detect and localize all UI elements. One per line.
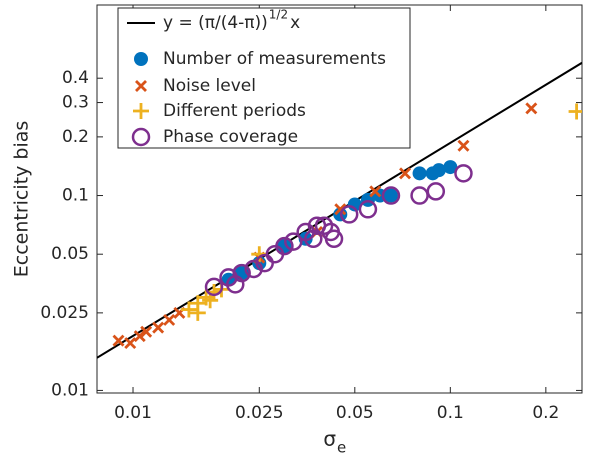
point [412,166,427,181]
point [358,200,378,219]
point [284,232,303,251]
point [255,253,274,273]
legend-label: Different periods [163,101,306,121]
legend-label: Number of measurements [163,49,386,69]
point [399,167,412,180]
point [219,268,238,287]
point [454,164,473,183]
y-tick-label: 0.05 [51,244,89,264]
point [189,304,206,321]
legend-label: Phase coverage [163,127,298,147]
legend-marker [131,127,151,147]
x-axis-label: σ [323,427,336,451]
y-tick-label: 0.01 [51,380,89,400]
point [133,330,146,343]
y-tick-label: 0.025 [40,303,89,323]
point [324,229,344,249]
legend-label-sup: 1/2 [269,8,288,22]
point [180,301,197,318]
point [369,185,382,198]
y-tick-label: 0.2 [62,127,89,147]
point [381,186,401,205]
point [152,321,165,334]
legend-marker [135,80,147,92]
point [443,160,458,175]
point [163,313,176,326]
legend-box [117,7,411,149]
legend-marker [133,103,149,119]
x-axis-label-sub: e [337,439,346,457]
x-tick-label: 0.05 [336,403,374,423]
point [383,188,398,203]
y-tick-label: 0.3 [62,93,89,113]
point [140,325,153,338]
x-tick-label: 0.1 [437,403,464,423]
point [307,216,327,235]
legend-label: y = (π/(4-π)) [163,13,268,33]
point [314,216,334,235]
point [204,277,224,297]
legend-label: Noise level [163,76,256,96]
x-tick-label: 0.025 [235,403,284,423]
point [525,102,538,115]
point [244,259,263,279]
point [334,203,347,216]
y-axis-label: Eccentricity bias [11,121,33,278]
legend-label-suffix: x [290,13,300,33]
y-tick-label: 0.1 [62,186,89,206]
legend-marker [134,52,148,66]
point [431,163,446,178]
point [568,103,582,120]
plot-marks [97,61,582,359]
point [457,139,470,152]
point [112,334,125,347]
point [410,186,429,205]
y-tick-label: 0.4 [62,68,89,88]
x-tick-label: 0.01 [114,403,152,423]
point [124,337,137,350]
x-tick-label: 0.2 [532,403,559,423]
point [339,205,359,224]
